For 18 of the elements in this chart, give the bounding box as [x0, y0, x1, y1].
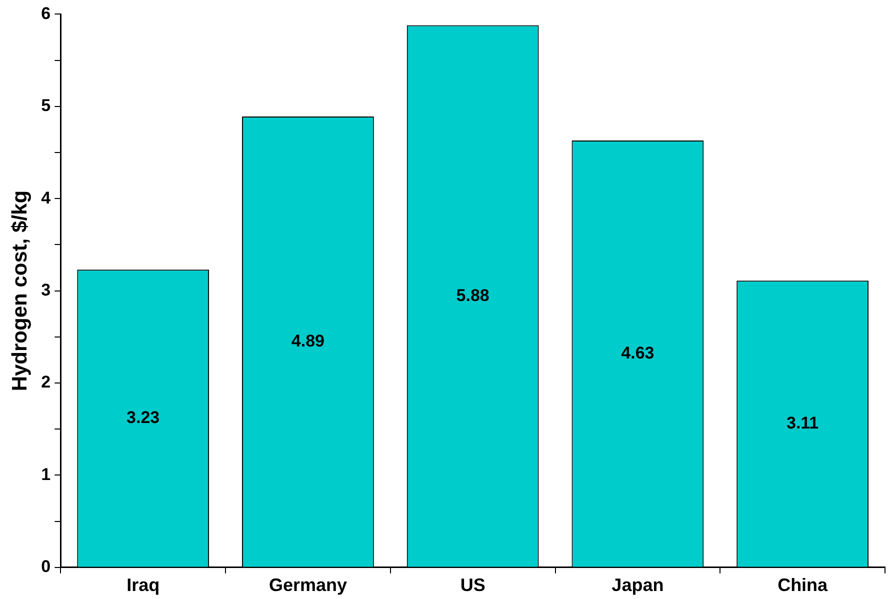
y-tick-label: 3 [41, 280, 51, 300]
data-label: 3.23 [126, 408, 160, 427]
data-label: 4.89 [291, 331, 325, 350]
x-tick-label: China [778, 575, 829, 596]
y-tick-label: 6 [41, 4, 51, 23]
y-tick-label: 4 [41, 188, 52, 208]
data-label: 4.63 [621, 343, 654, 362]
x-tick-label: Iraq [126, 575, 160, 596]
y-tick-label: 2 [41, 372, 51, 392]
y-tick-label: 1 [41, 464, 51, 484]
data-label: 3.11 [786, 413, 819, 432]
data-label: 5.88 [456, 286, 490, 305]
x-tick-label: Germany [268, 575, 347, 596]
y-axis-title: Hydrogen cost, $/kg [8, 190, 32, 392]
x-tick-label: Japan [612, 575, 664, 596]
x-tick-label: US [460, 575, 486, 596]
y-tick-label: 0 [41, 557, 51, 576]
y-tick-label: 5 [41, 96, 51, 116]
